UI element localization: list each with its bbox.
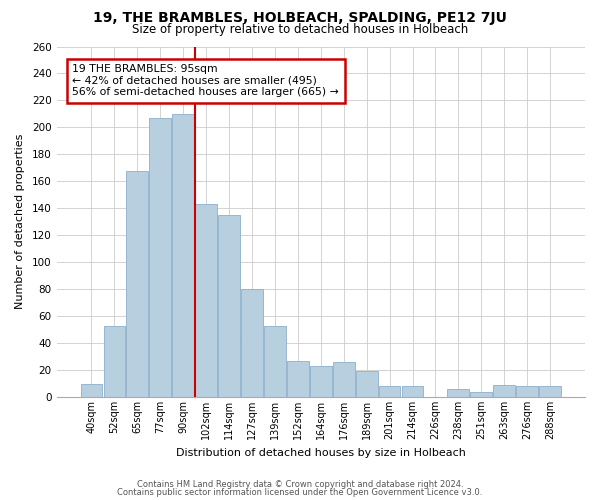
Bar [218, 215, 240, 397]
Bar [448, 389, 469, 397]
Bar [401, 386, 424, 397]
Text: 19 THE BRAMBLES: 95sqm
← 42% of detached houses are smaller (495)
56% of semi-de: 19 THE BRAMBLES: 95sqm ← 42% of detached… [73, 64, 339, 97]
Bar [264, 326, 286, 397]
Bar [356, 372, 377, 397]
Y-axis label: Number of detached properties: Number of detached properties [15, 134, 25, 310]
Bar [241, 289, 263, 397]
Bar [310, 366, 332, 397]
Bar [287, 360, 309, 397]
Bar [516, 386, 538, 397]
Bar [195, 204, 217, 397]
Bar [127, 170, 148, 397]
Bar [80, 384, 103, 397]
Bar [104, 326, 125, 397]
Text: Contains HM Land Registry data © Crown copyright and database right 2024.: Contains HM Land Registry data © Crown c… [137, 480, 463, 489]
Bar [172, 114, 194, 397]
X-axis label: Distribution of detached houses by size in Holbeach: Distribution of detached houses by size … [176, 448, 466, 458]
Bar [149, 118, 171, 397]
Bar [470, 392, 492, 397]
Bar [493, 385, 515, 397]
Text: 19, THE BRAMBLES, HOLBEACH, SPALDING, PE12 7JU: 19, THE BRAMBLES, HOLBEACH, SPALDING, PE… [93, 11, 507, 25]
Bar [333, 362, 355, 397]
Bar [379, 386, 400, 397]
Text: Contains public sector information licensed under the Open Government Licence v3: Contains public sector information licen… [118, 488, 482, 497]
Text: Size of property relative to detached houses in Holbeach: Size of property relative to detached ho… [132, 24, 468, 36]
Bar [539, 386, 561, 397]
